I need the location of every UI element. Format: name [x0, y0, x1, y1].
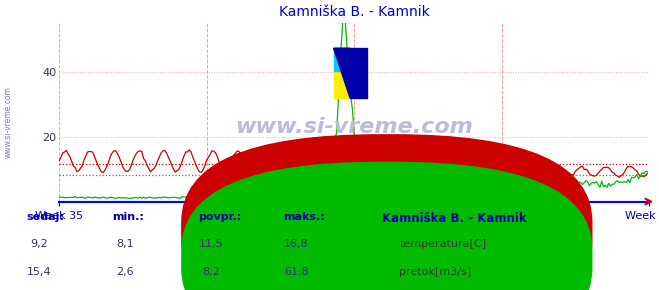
Text: maks.:: maks.: — [283, 212, 325, 222]
Text: www.si-vreme.com: www.si-vreme.com — [235, 117, 473, 137]
Text: 9,2: 9,2 — [31, 239, 48, 249]
Text: www.si-vreme.com: www.si-vreme.com — [3, 86, 13, 158]
Text: sedaj:: sedaj: — [26, 212, 64, 222]
Text: povpr.:: povpr.: — [198, 212, 241, 222]
Bar — [333, 71, 350, 98]
Bar — [333, 48, 350, 71]
Text: temperatura[C]: temperatura[C] — [399, 239, 486, 249]
Text: 2,6: 2,6 — [117, 267, 134, 277]
Text: 11,5: 11,5 — [198, 239, 223, 249]
Text: pretok[m3/s]: pretok[m3/s] — [399, 267, 471, 277]
Text: min.:: min.: — [112, 212, 144, 222]
Text: 8,1: 8,1 — [117, 239, 134, 249]
Bar — [350, 48, 366, 98]
Title: Kamniška B. - Kamnik: Kamniška B. - Kamnik — [279, 5, 430, 19]
Text: Kamniška B. - Kamnik: Kamniška B. - Kamnik — [382, 212, 527, 225]
Text: 15,4: 15,4 — [27, 267, 52, 277]
Text: 8,2: 8,2 — [202, 267, 219, 277]
Polygon shape — [333, 48, 350, 98]
Text: 16,8: 16,8 — [284, 239, 309, 249]
Text: 61,8: 61,8 — [284, 267, 309, 277]
